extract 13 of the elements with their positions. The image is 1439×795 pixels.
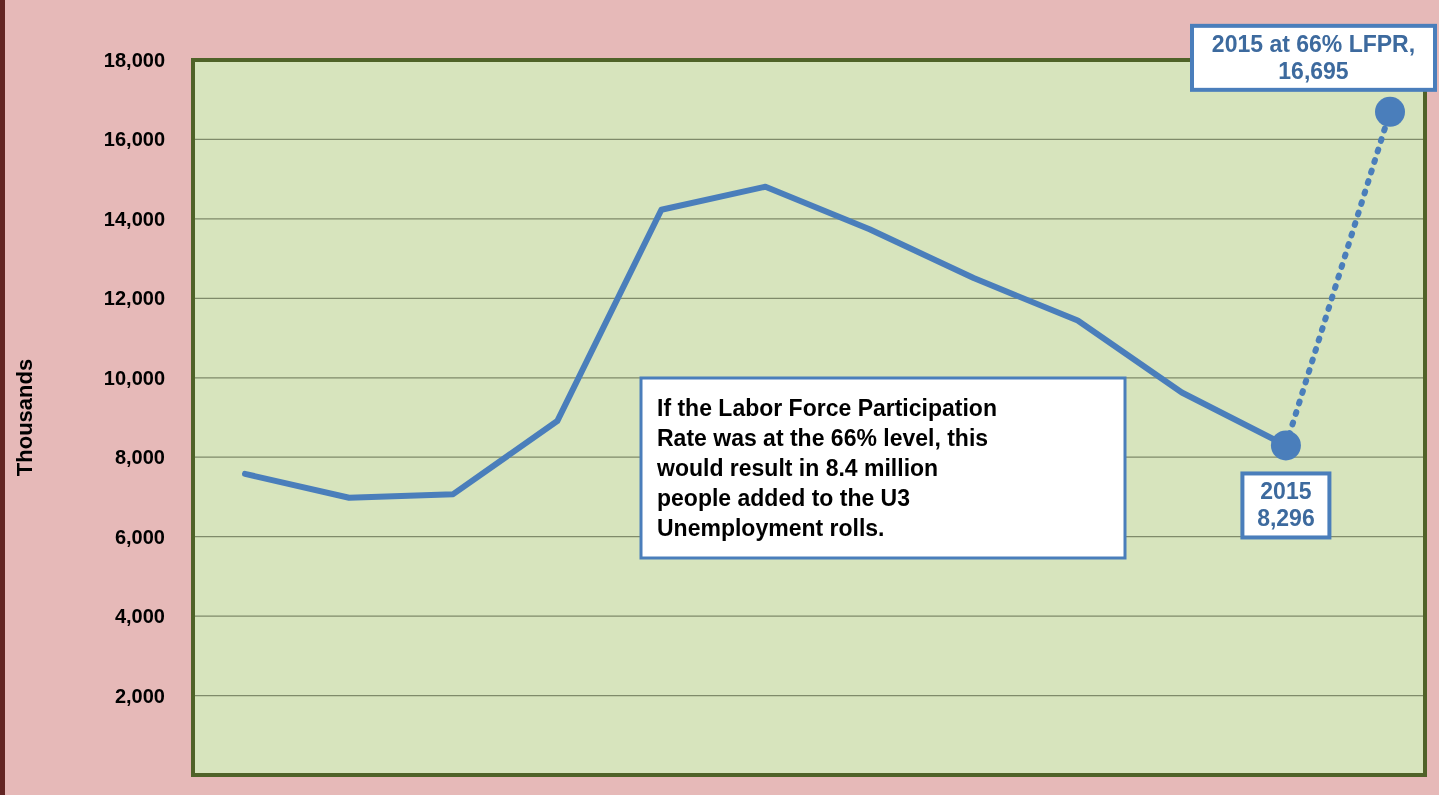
y-tick-label: 6,000 xyxy=(114,525,165,548)
y-axis-title: Thousands xyxy=(12,358,37,477)
y-tick-label: 4,000 xyxy=(114,605,165,628)
y-tick-label: 16,000 xyxy=(103,128,165,151)
annotation: If the Labor Force Participation Rate was at the 66% level, this would result in 8.4 million people added to the U3 Unemployment rolls. xyxy=(656,395,997,541)
y-tick-label: 14,000 xyxy=(103,207,165,230)
y-tick-label: 18,000 xyxy=(103,49,165,71)
data-label: 2015 8,296 xyxy=(1257,478,1315,532)
data-label: 2015 at 66% LFPR, 16,695 xyxy=(1211,30,1416,84)
y-tick-label: 12,000 xyxy=(103,287,165,310)
y-tick-label: 2,000 xyxy=(114,684,165,707)
y-tick-label: 10,000 xyxy=(103,366,165,389)
y-tick-label: 8,000 xyxy=(114,446,165,469)
